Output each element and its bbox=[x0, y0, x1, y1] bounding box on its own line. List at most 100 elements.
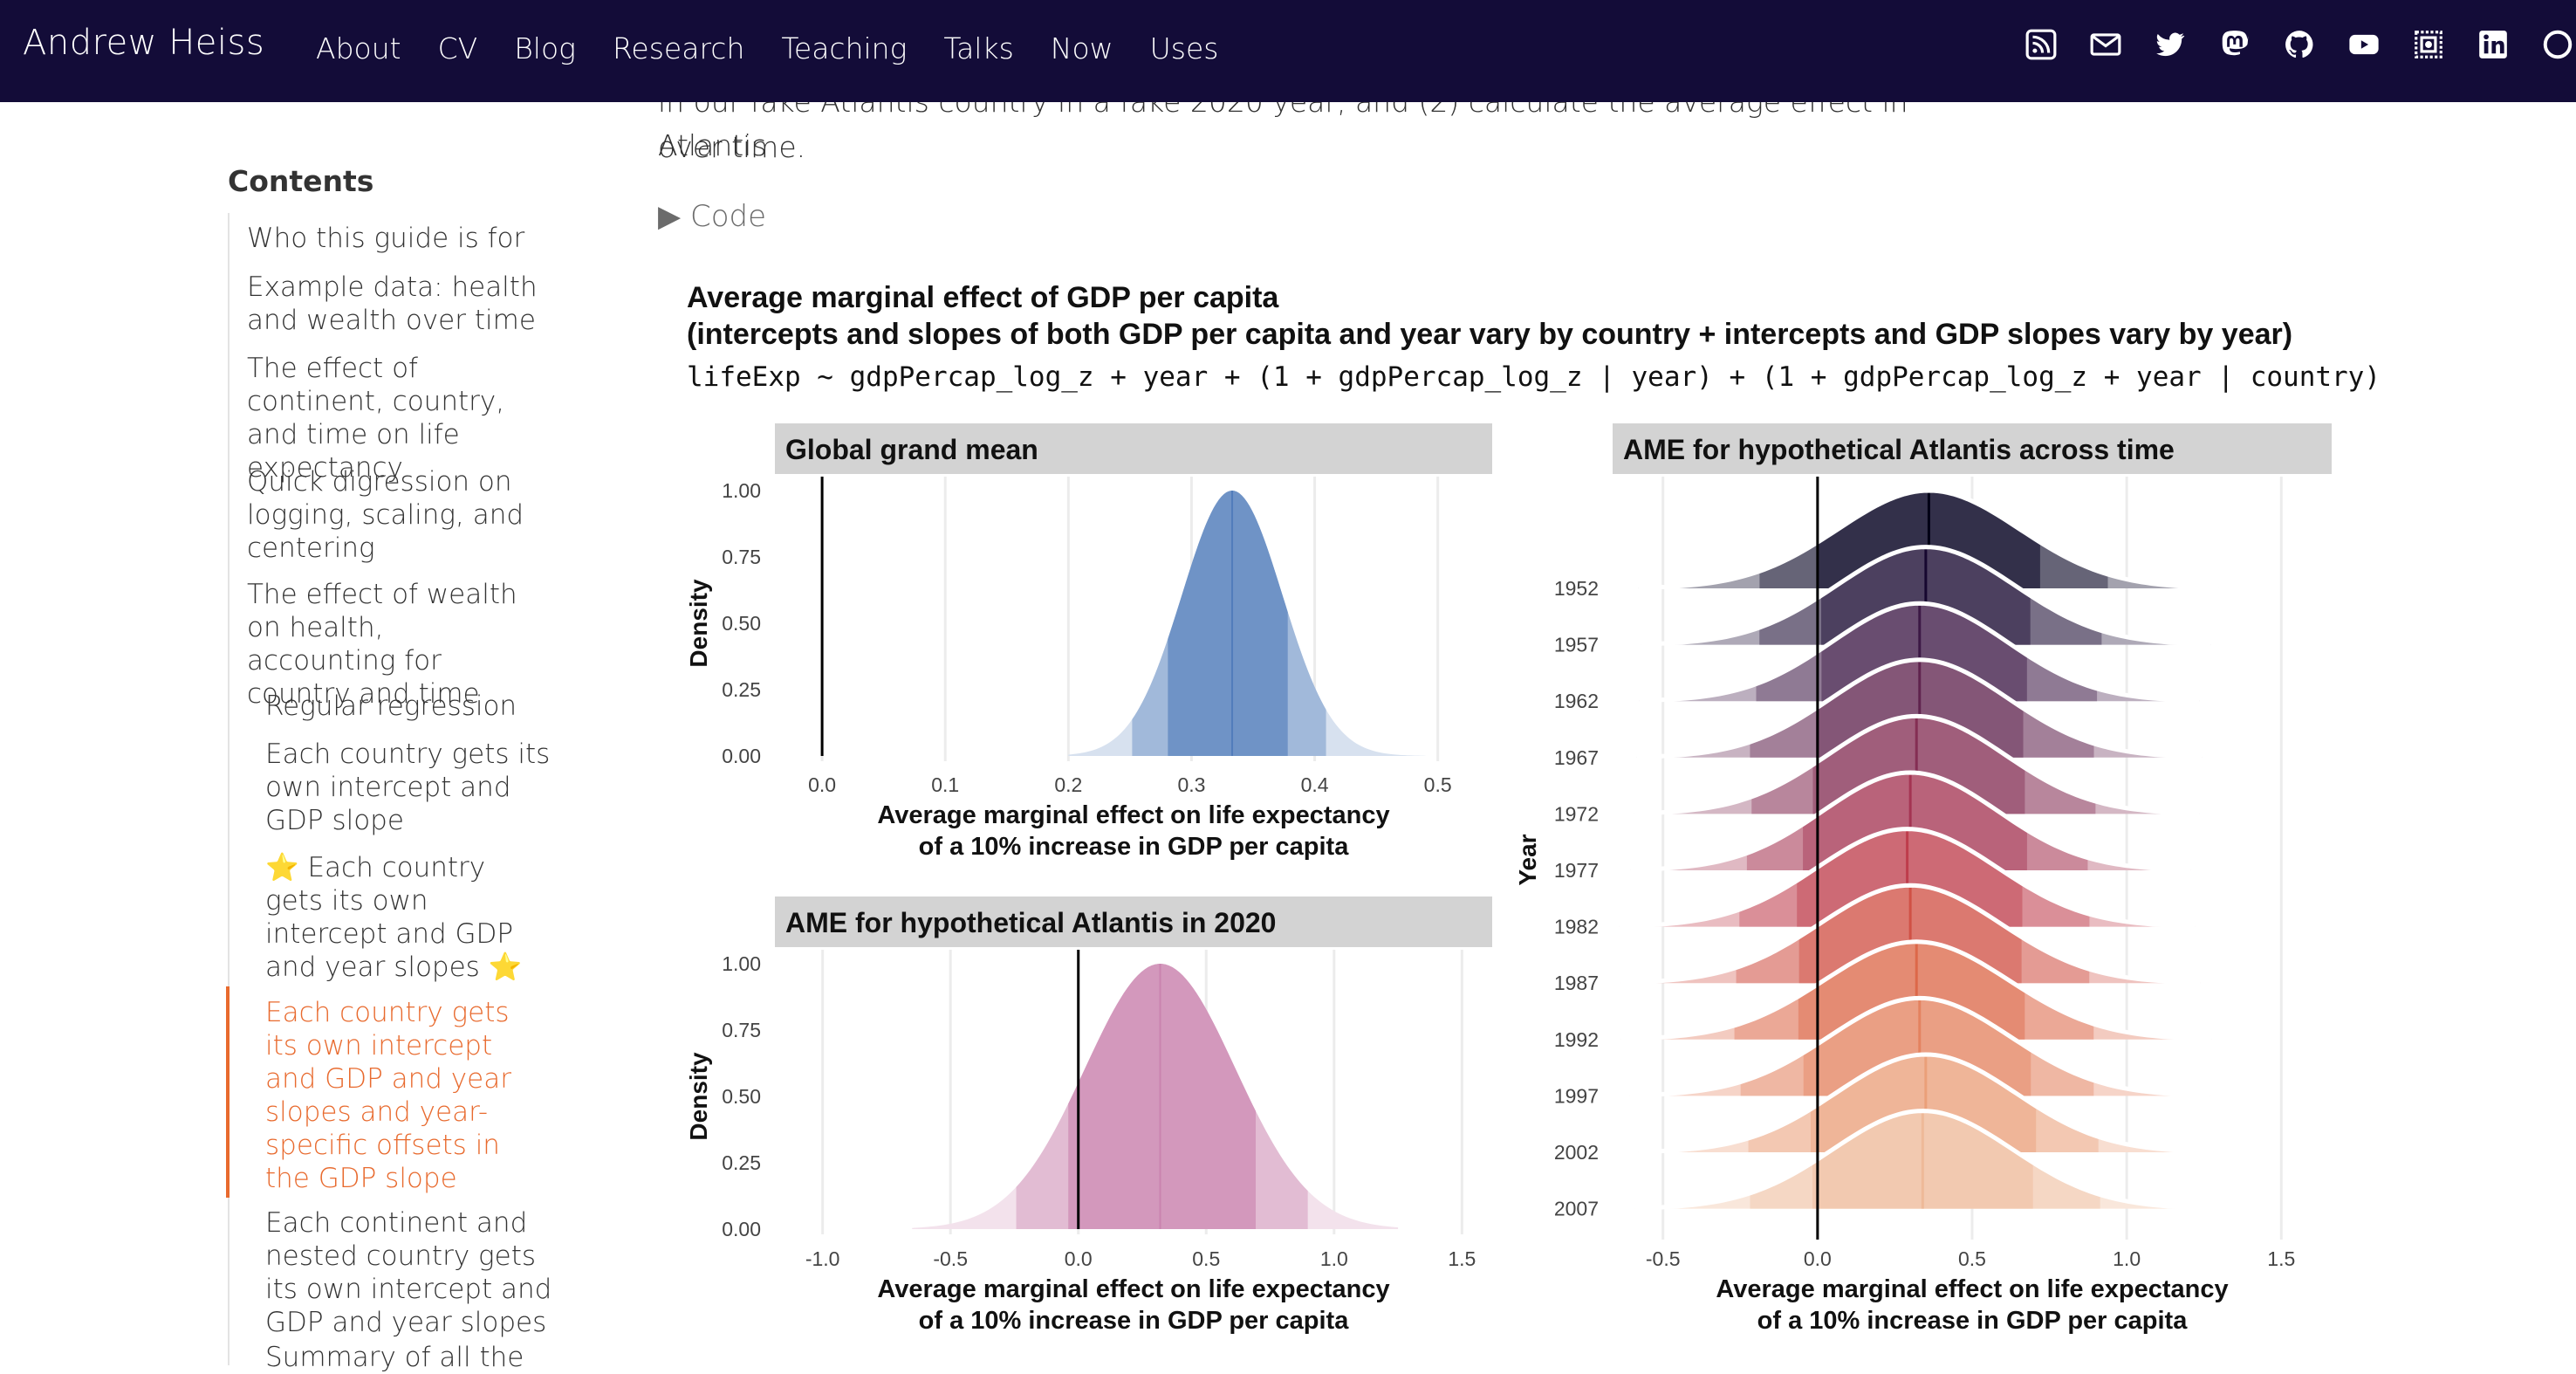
toc-item-who-this-guide-is-for[interactable]: Who this guide is for bbox=[247, 223, 525, 254]
atlantis-2020-panel-x-tick-label: -0.5 bbox=[933, 1247, 968, 1270]
atlantis-time-panel-x-tick-label: -0.5 bbox=[1646, 1247, 1681, 1270]
nav-link-now[interactable]: Now bbox=[1050, 31, 1113, 65]
mastodon-icon[interactable] bbox=[2216, 26, 2253, 63]
grand-mean-panel-strip bbox=[775, 423, 1492, 474]
grand-mean-panel-x-tick-label: 0.1 bbox=[931, 773, 959, 796]
grand-mean-panel-x-tick-label: 0.5 bbox=[1424, 773, 1452, 796]
rss-icon[interactable] bbox=[2023, 26, 2059, 63]
toc-item-effect-of-wealth[interactable]: The effect of wealth on health, accounti… bbox=[247, 579, 517, 710]
figure-subtitle: (intercepts and slopes of both GDP per c… bbox=[687, 318, 2293, 351]
atlantis-2020-panel-y-tick-label: 1.00 bbox=[722, 952, 761, 975]
navbar: Andrew Heiss About CV Blog Research Teac… bbox=[0, 0, 2576, 102]
atlantis-time-panel-ridge-outline bbox=[1634, 713, 2200, 816]
toc-item-year-specific-offsets[interactable]: Each country gets its own intercept and … bbox=[265, 997, 511, 1194]
atlantis-2020-panel-x-axis-label-2: of a 10% increase in GDP per capita bbox=[919, 1307, 1350, 1335]
atlantis-time-panel-y-axis-label: Year bbox=[1514, 834, 1541, 885]
toc-item-regular-regression[interactable]: Regular regression bbox=[265, 690, 517, 722]
toc-item-example-data[interactable]: Example data: health and wealth over tim… bbox=[247, 271, 538, 336]
toc-rail bbox=[228, 213, 230, 1365]
nav-link-uses[interactable]: Uses bbox=[1149, 31, 1219, 65]
nav-link-teaching[interactable]: Teaching bbox=[781, 31, 908, 65]
grand-mean-panel-x-tick-label: 0.0 bbox=[808, 773, 836, 796]
atlantis-time-panel-x-tick-label: 0.5 bbox=[1958, 1247, 1986, 1270]
atlantis-2020-panel-y-tick-label: 0.75 bbox=[722, 1019, 761, 1041]
code-toggle-button[interactable]: ▶ Code bbox=[658, 199, 766, 234]
grand-mean-panel-x-axis-label-2: of a 10% increase in GDP per capita bbox=[919, 833, 1350, 861]
atlantis-2020-panel-y-tick-label: 0.00 bbox=[722, 1218, 761, 1240]
nav-link-blog[interactable]: Blog bbox=[514, 31, 576, 65]
circle-icon[interactable] bbox=[2539, 26, 2576, 63]
grand-mean-panel-x-tick-label: 0.3 bbox=[1177, 773, 1205, 796]
atlantis-time-panel-x-tick-label: 1.5 bbox=[2267, 1247, 2295, 1270]
atlantis-time-panel-ridge-outline bbox=[1630, 770, 2191, 872]
figure-title: Average marginal effect of GDP per capit… bbox=[687, 281, 1279, 314]
atlantis-time-panel-y-tick-label: 1952 bbox=[1554, 577, 1599, 600]
grand-mean-panel-x-tick-label: 0.2 bbox=[1054, 773, 1082, 796]
social-icons bbox=[2023, 26, 2576, 63]
atlantis-2020-panel-x-tick-label: 1.5 bbox=[1448, 1247, 1476, 1270]
atlantis-time-panel-y-tick-label: 1977 bbox=[1554, 859, 1599, 882]
atlantis-2020-panel-y-tick-label: 0.25 bbox=[722, 1151, 761, 1174]
twitter-icon[interactable] bbox=[2152, 26, 2189, 63]
atlantis-2020-panel-strip bbox=[775, 897, 1492, 947]
atlantis-time-panel-title: AME for hypothetical Atlantis across tim… bbox=[1623, 434, 2175, 465]
toc-item-country-intercept-gdp-year-slopes[interactable]: ⭐ Each country gets its own intercept an… bbox=[265, 852, 523, 983]
atlantis-time-panel-ridge-outline bbox=[1640, 545, 2211, 647]
atlantis-time-panel-y-tick-label: 2002 bbox=[1554, 1141, 1599, 1164]
atlantis-2020-panel-y-tick-label: 0.50 bbox=[722, 1085, 761, 1108]
atlantis-2020-panel-y-axis-label: Density bbox=[685, 1052, 712, 1141]
atlantis-time-panel-ridge-outline bbox=[1636, 657, 2203, 759]
atlantis-time-panel-y-tick-label: 1992 bbox=[1554, 1028, 1599, 1051]
atlantis-time-panel-ridge-outline bbox=[1639, 601, 2200, 704]
figure-formula: lifeExp ~ gdpPercap_log_z + year + (1 + … bbox=[687, 361, 2381, 393]
nav-link-about[interactable]: About bbox=[316, 31, 401, 65]
grand-mean-panel-y-axis-label: Density bbox=[685, 579, 712, 668]
atlantis-2020-panel-x-tick-label: 1.0 bbox=[1320, 1247, 1348, 1270]
atlantis-2020-panel-density-66-interval bbox=[1068, 964, 1257, 1229]
grand-mean-panel-y-tick-label: 1.00 bbox=[722, 479, 761, 502]
toc-item-quick-digression[interactable]: Quick digression on logging, scaling, an… bbox=[247, 466, 524, 564]
atlantis-2020-panel-x-tick-label: 0.5 bbox=[1192, 1247, 1220, 1270]
toc-item-effect-of-continent[interactable]: The effect of continent, country, and ti… bbox=[247, 353, 505, 484]
grand-mean-panel-title: Global grand mean bbox=[785, 434, 1038, 465]
atlantis-time-panel-y-tick-label: 2007 bbox=[1554, 1198, 1599, 1220]
atlantis-time-panel-y-tick-label: 1982 bbox=[1554, 916, 1599, 938]
toc-item-country-intercept-gdp-slope[interactable]: Each country gets its own intercept and … bbox=[265, 739, 551, 836]
atlantis-time-panel-ridge-outline bbox=[1638, 1052, 2214, 1154]
atlantis-time-panel-y-tick-label: 1967 bbox=[1554, 746, 1599, 769]
grand-mean-panel-y-tick-label: 0.25 bbox=[722, 678, 761, 701]
linkedin-icon[interactable] bbox=[2475, 26, 2511, 63]
github-icon[interactable] bbox=[2281, 26, 2318, 63]
atlantis-2020-panel-title: AME for hypothetical Atlantis in 2020 bbox=[785, 907, 1276, 938]
nav-link-research[interactable]: Research bbox=[612, 31, 745, 65]
youtube-icon[interactable] bbox=[2346, 26, 2382, 63]
nav-link-cv[interactable]: CV bbox=[437, 31, 478, 65]
atlantis-time-panel-ridge-outline bbox=[1638, 488, 2220, 590]
grand-mean-panel-density-66-interval bbox=[1168, 491, 1288, 756]
atlantis-time-panel-ridge-outline bbox=[1619, 827, 2196, 929]
atlantis-time-panel-x-tick-label: 1.0 bbox=[2113, 1247, 2141, 1270]
nav-links: About CV Blog Research Teaching Talks No… bbox=[316, 31, 1256, 65]
site-brand[interactable]: Andrew Heiss bbox=[23, 23, 265, 63]
atlantis-time-panel-y-tick-label: 1962 bbox=[1554, 690, 1599, 712]
atlantis-time-panel-ridge-outline bbox=[1620, 939, 2212, 1041]
atlantis-time-panel-ridge-outline bbox=[1634, 1109, 2211, 1211]
atlantis-time-panel-y-tick-label: 1972 bbox=[1554, 802, 1599, 825]
toc-item-continent-nested-country[interactable]: Each continent and nested country gets i… bbox=[265, 1207, 552, 1338]
atlantis-time-panel-ridge-outline bbox=[1620, 883, 2201, 986]
atlantis-time-panel-y-tick-label: 1957 bbox=[1554, 634, 1599, 656]
email-icon[interactable] bbox=[2087, 26, 2124, 63]
atlantis-time-panel-strip bbox=[1613, 423, 2332, 474]
grand-mean-panel-y-tick-label: 0.50 bbox=[722, 612, 761, 635]
grand-mean-panel-y-tick-label: 0.00 bbox=[722, 745, 761, 767]
stamp-icon[interactable] bbox=[2410, 26, 2447, 63]
atlantis-time-panel-x-tick-label: 0.0 bbox=[1804, 1247, 1832, 1270]
nav-link-talks[interactable]: Talks bbox=[943, 31, 1014, 65]
atlantis-time-panel-x-axis-label-1: Average marginal effect on life expectan… bbox=[1716, 1275, 2228, 1303]
toc-title: Contents bbox=[228, 164, 374, 198]
toc-active-indicator bbox=[226, 986, 230, 1198]
atlantis-time-panel-x-axis-label-2: of a 10% increase in GDP per capita bbox=[1757, 1307, 2189, 1335]
article-paragraph-line-2: over time. bbox=[658, 130, 806, 164]
grand-mean-panel-y-tick-label: 0.75 bbox=[722, 546, 761, 568]
